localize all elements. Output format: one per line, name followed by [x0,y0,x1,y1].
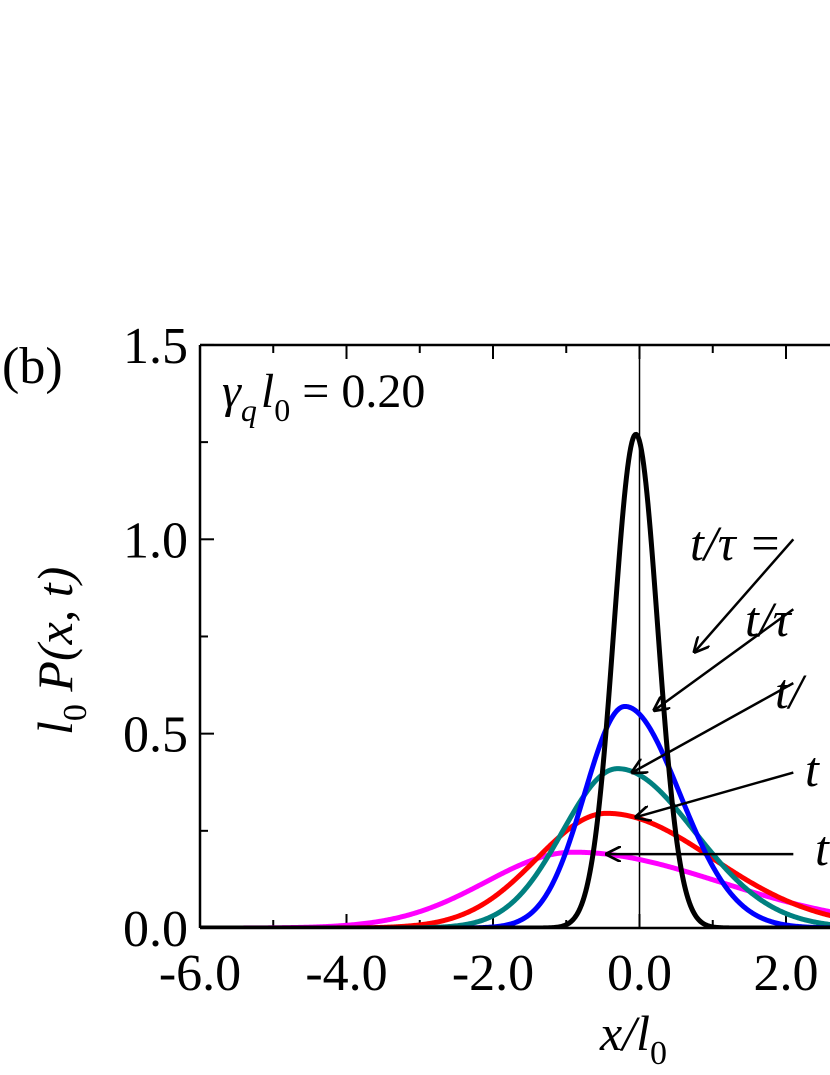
gamma-annotation: γql0 = 0.20 [222,365,425,428]
curve-label-0: t/τ = [690,515,782,571]
x-tick-label-2: -2.0 [452,945,534,1002]
y-axis-label: l0 P(x, t) [27,567,94,735]
x-label-main: x/l [599,1005,650,1061]
curve-label-1: t/τ [745,591,793,647]
l-symbol: l [261,365,274,418]
curve-1 [200,703,830,928]
y-tick-labels: 0.0 0.5 1.0 1.5 [123,318,188,958]
plot-frame [198,343,830,930]
curve-label-3: t [805,741,820,797]
curve-label-4: t [815,820,830,876]
arrow-2 [632,682,794,772]
y-tick-label-1: 0.5 [123,707,188,764]
curve-4 [200,849,830,928]
gamma-subscript: q [241,392,257,428]
curve-2 [200,766,830,928]
x-tick-labels: -6.0 -4.0 -2.0 0.0 2.0 [159,945,819,1002]
curves [200,431,830,928]
annotation-value: = 0.20 [290,365,425,418]
y-label-sub: 0 [57,704,94,721]
arrow-0 [694,538,795,652]
gamma-symbol: γ [222,365,242,418]
arrow-3 [636,771,794,818]
curve-labels: t/τ = t/τ t/tt [690,515,830,876]
curve-label-2: t/ [775,663,807,719]
x-axis-label: x/l0 [599,1005,667,1072]
x-label-sub: 0 [650,1035,667,1072]
curve-0 [200,431,830,928]
y-label-l: l [27,721,83,735]
curve-3 [200,810,830,928]
l-subscript: 0 [274,392,290,428]
arrow-1 [654,608,795,710]
y-tick-label-3: 1.5 [123,318,188,375]
y-tick-label-0: 0.0 [123,901,188,958]
x-tick-label-0: -6.0 [159,945,241,1002]
arrows [607,538,795,854]
y-tick-label-2: 1.0 [123,512,188,569]
x-tick-label-4: 2.0 [754,945,819,1002]
x-tick-label-1: -4.0 [305,945,387,1002]
y-label-rest: P(x, t) [27,567,83,704]
panel-label: (b) [2,338,63,395]
x-tick-label-3: 0.0 [607,945,672,1002]
